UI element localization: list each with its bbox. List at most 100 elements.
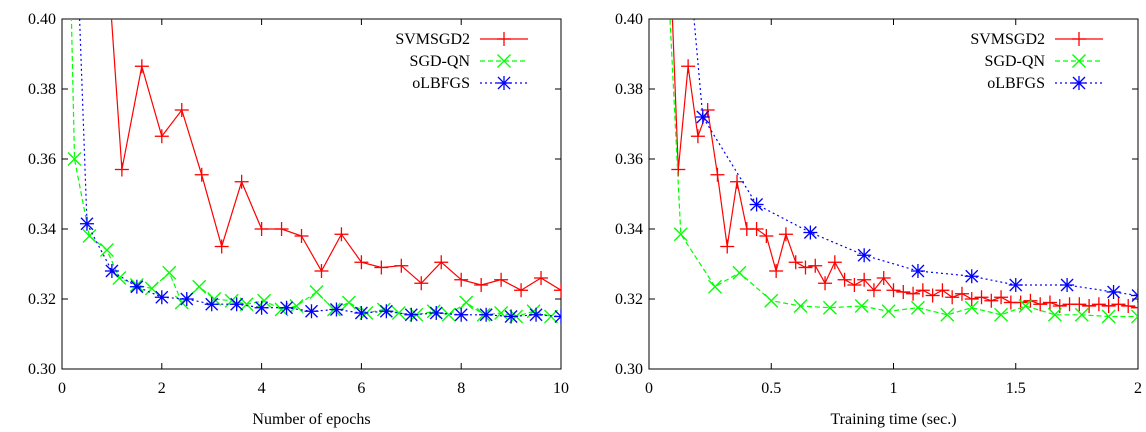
data-point xyxy=(769,264,784,278)
data-point xyxy=(144,281,159,296)
data-point xyxy=(994,290,1009,305)
data-point xyxy=(778,227,793,242)
plot-area xyxy=(67,19,561,324)
data-point xyxy=(441,307,456,322)
data-point xyxy=(759,229,774,243)
x-tick-label: 2 xyxy=(1134,380,1142,397)
legend-marker xyxy=(1072,54,1086,68)
data-point xyxy=(1074,307,1089,322)
data-point xyxy=(808,258,823,273)
legend-marker xyxy=(497,32,511,46)
data-point xyxy=(837,272,852,287)
data-point xyxy=(414,276,429,291)
data-point xyxy=(279,300,294,315)
data-point xyxy=(1082,299,1097,313)
series-line xyxy=(669,19,1138,318)
data-point xyxy=(329,302,344,317)
series-line xyxy=(693,19,1138,297)
legend-entry: oLBFGS xyxy=(412,75,528,92)
data-point xyxy=(954,286,969,301)
data-point xyxy=(881,304,896,319)
data-point xyxy=(896,285,911,299)
x-tick-label: 6 xyxy=(357,380,365,397)
data-point xyxy=(1131,288,1138,303)
data-point xyxy=(749,222,764,236)
data-point xyxy=(847,278,862,292)
data-point xyxy=(798,260,813,275)
data-point xyxy=(1101,299,1116,313)
data-point xyxy=(673,227,688,242)
data-point xyxy=(274,302,289,317)
data-point xyxy=(1106,285,1121,299)
legend-marker xyxy=(1072,76,1086,90)
data-point xyxy=(174,103,189,117)
legend-entry: SVMSGD2 xyxy=(970,31,1103,48)
data-point xyxy=(925,288,940,303)
plot-frame xyxy=(61,18,562,370)
data-point xyxy=(454,272,469,287)
x-axis-title: Number of epochs xyxy=(252,411,370,428)
y-tick-label: 0.32 xyxy=(615,291,643,308)
data-point xyxy=(695,110,710,124)
data-point xyxy=(915,283,930,298)
data-point xyxy=(690,129,705,144)
data-point xyxy=(764,293,779,308)
data-point xyxy=(494,306,509,320)
legend-entry: oLBFGS xyxy=(987,75,1103,92)
data-point xyxy=(239,297,254,312)
y-tick-label: 0.34 xyxy=(615,221,643,238)
data-point xyxy=(935,283,950,298)
data-point xyxy=(154,129,169,144)
data-point xyxy=(710,167,725,182)
data-point xyxy=(818,276,833,291)
y-tick-label: 0.30 xyxy=(28,361,56,378)
data-point xyxy=(274,222,289,236)
data-point xyxy=(1042,295,1057,310)
data-point xyxy=(1060,278,1075,292)
data-point xyxy=(479,307,494,322)
data-point xyxy=(429,306,444,320)
data-point xyxy=(793,299,808,313)
data-point xyxy=(554,309,561,324)
data-point xyxy=(749,197,764,212)
data-point xyxy=(803,225,818,240)
x-tick-label: 1 xyxy=(890,380,898,397)
data-point xyxy=(404,307,419,322)
data-point xyxy=(984,293,999,308)
data-point xyxy=(857,248,872,263)
data-point xyxy=(554,283,561,298)
x-tick-label: 0 xyxy=(645,380,653,397)
data-point xyxy=(194,167,209,182)
data-point xyxy=(394,258,409,273)
y-tick-label: 0.36 xyxy=(28,151,56,168)
data-point xyxy=(99,243,114,257)
data-point xyxy=(945,290,960,305)
data-point xyxy=(334,227,349,242)
data-point xyxy=(354,306,369,320)
y-tick-label: 0.36 xyxy=(615,151,643,168)
x-axis-title: Training time (sec.) xyxy=(830,411,956,428)
y-tick-label: 0.38 xyxy=(615,81,643,98)
data-point xyxy=(910,264,925,278)
data-point xyxy=(104,264,119,278)
series-svmsgd2 xyxy=(671,19,1138,315)
legend-marker xyxy=(497,76,511,90)
data-point xyxy=(964,300,979,315)
data-point xyxy=(514,283,529,298)
data-point xyxy=(1018,299,1033,313)
data-point xyxy=(1121,299,1136,313)
data-point xyxy=(154,290,169,305)
series-line xyxy=(671,19,1138,309)
x-tick-label: 0.5 xyxy=(761,380,781,397)
data-point xyxy=(494,272,509,287)
data-point xyxy=(857,272,872,287)
data-point xyxy=(730,174,745,189)
y-tick-label: 0.34 xyxy=(28,221,56,238)
data-point xyxy=(1111,297,1126,312)
data-point xyxy=(129,279,144,294)
data-point xyxy=(1131,309,1138,324)
data-point xyxy=(82,229,97,243)
data-point xyxy=(854,299,869,313)
series-olbfgs xyxy=(78,19,561,324)
legend-marker xyxy=(497,54,511,68)
